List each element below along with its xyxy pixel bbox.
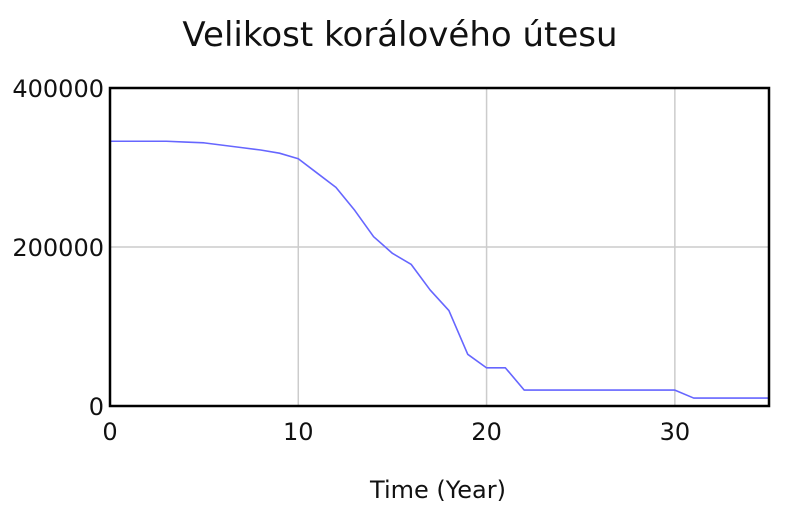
y-tick-label: 200000 <box>12 234 104 262</box>
tick-labels: 0 10 20 30 0 200000 400000 <box>12 75 690 446</box>
plot-frame <box>108 86 771 408</box>
grid-lines <box>109 87 769 407</box>
chart-title: Velikost korálového útesu <box>182 15 617 55</box>
x-tick-label: 30 <box>660 418 691 446</box>
x-axis-label: Time (Year) <box>369 476 506 504</box>
y-tick-label: 0 <box>89 393 104 421</box>
y-tick-label: 400000 <box>12 75 104 103</box>
series-layer <box>110 140 769 399</box>
x-tick-label: 10 <box>283 418 314 446</box>
x-tick-label: 20 <box>471 418 502 446</box>
series-line <box>110 140 769 399</box>
x-tick-label: 0 <box>102 418 117 446</box>
